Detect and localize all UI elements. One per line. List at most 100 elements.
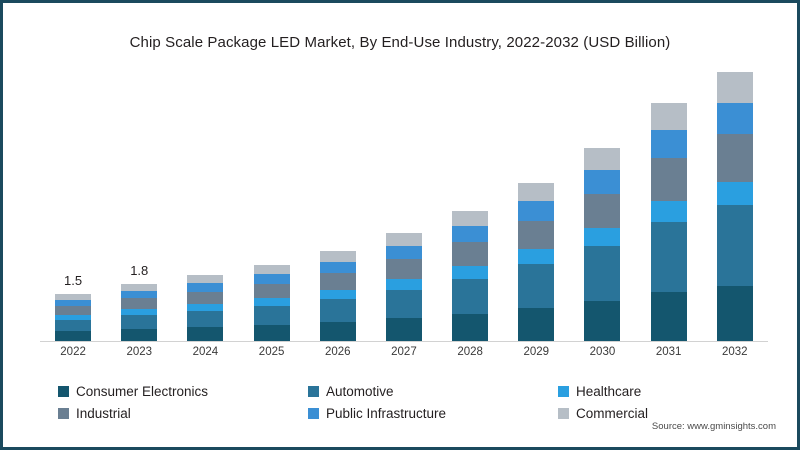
x-axis-tick-2032: 2032 <box>722 346 748 358</box>
bar-segment[interactable] <box>584 170 621 194</box>
bar-segment[interactable] <box>121 298 158 309</box>
bar-segment[interactable] <box>650 200 687 223</box>
bar-column[interactable] <box>239 72 305 342</box>
bar-segment[interactable] <box>584 147 621 171</box>
bar-segment[interactable] <box>716 102 753 135</box>
stacked-bar[interactable] <box>121 284 158 342</box>
bar-segment[interactable] <box>716 181 753 206</box>
bar-column[interactable] <box>503 72 569 342</box>
stacked-bar[interactable] <box>253 264 290 342</box>
bar-segment[interactable] <box>650 130 687 159</box>
bar-segment[interactable] <box>253 324 290 342</box>
bar-segment[interactable] <box>716 205 753 287</box>
bar-segment[interactable] <box>121 315 158 330</box>
bar-segment[interactable] <box>518 307 555 342</box>
x-axis-tick-2027: 2027 <box>391 346 417 358</box>
legend-item[interactable]: Public Infrastructure <box>308 406 558 421</box>
bar-column[interactable] <box>371 72 437 342</box>
stacked-bar[interactable] <box>319 250 356 342</box>
bar-segment[interactable] <box>253 264 290 274</box>
bar-segment[interactable] <box>55 331 92 342</box>
bar-segment[interactable] <box>55 305 92 315</box>
bar-segment[interactable] <box>452 278 489 314</box>
bar-column[interactable] <box>172 72 238 342</box>
stacked-bar[interactable] <box>584 147 621 342</box>
bar-segment[interactable] <box>55 319 92 332</box>
stacked-bar[interactable] <box>452 210 489 342</box>
bar-segment[interactable] <box>121 284 158 291</box>
bar-segment[interactable] <box>121 290 158 299</box>
legend-item[interactable]: Automotive <box>308 384 558 399</box>
bar-segment[interactable] <box>121 329 158 342</box>
legend-item[interactable]: Consumer Electronics <box>58 384 308 399</box>
bar-segment[interactable] <box>385 279 422 290</box>
bar-segment[interactable] <box>319 272 356 290</box>
bar-segment[interactable] <box>55 293 92 300</box>
bar-column[interactable] <box>702 72 768 342</box>
bar-column[interactable] <box>569 72 635 342</box>
bar-segment[interactable] <box>319 289 356 299</box>
bar-segment[interactable] <box>650 102 687 131</box>
bar-segment[interactable] <box>584 300 621 342</box>
bar-segment[interactable] <box>55 314 92 320</box>
bar-segment[interactable] <box>452 265 489 279</box>
bar-segment[interactable] <box>187 291 224 304</box>
bar-segment[interactable] <box>452 226 489 243</box>
bar-segment[interactable] <box>584 193 621 229</box>
legend-item[interactable]: Industrial <box>58 406 308 421</box>
bar-segment[interactable] <box>121 308 158 316</box>
stacked-bar[interactable] <box>518 182 555 342</box>
bar-segment[interactable] <box>253 297 290 306</box>
bar-segment[interactable] <box>518 201 555 221</box>
stacked-bar[interactable] <box>716 72 753 342</box>
bar-column[interactable]: 1.5 <box>40 72 106 342</box>
bar-value-label: 1.8 <box>130 263 149 279</box>
bar-segment[interactable] <box>518 220 555 250</box>
x-axis-tick-2029: 2029 <box>523 346 550 358</box>
bar-segment[interactable] <box>518 264 555 308</box>
bar-segment[interactable] <box>319 298 356 323</box>
bar-column[interactable] <box>437 72 503 342</box>
bar-segment[interactable] <box>518 182 555 202</box>
bar-segment[interactable] <box>385 289 422 319</box>
bar-segment[interactable] <box>385 232 422 246</box>
bar-column[interactable] <box>636 72 702 342</box>
bar-segment[interactable] <box>187 283 224 292</box>
bar-segment[interactable] <box>716 72 753 103</box>
bar-column[interactable]: 1.8 <box>106 72 172 342</box>
bar-segment[interactable] <box>385 259 422 280</box>
bar-segment[interactable] <box>452 313 489 342</box>
bar-segment[interactable] <box>584 246 621 301</box>
legend-item[interactable]: Healthcare <box>558 384 718 399</box>
bar-segment[interactable] <box>187 303 224 311</box>
bar-segment[interactable] <box>584 228 621 247</box>
x-axis-tick-2028: 2028 <box>457 346 483 358</box>
bar-segment[interactable] <box>187 310 224 328</box>
bar-segment[interactable] <box>650 158 687 201</box>
bar-segment[interactable] <box>187 275 224 284</box>
bar-segment[interactable] <box>187 327 224 342</box>
bar-segment[interactable] <box>319 322 356 342</box>
legend-swatch-icon <box>558 385 569 397</box>
stacked-bar[interactable] <box>187 275 224 342</box>
bar-segment[interactable] <box>452 242 489 266</box>
bar-column[interactable] <box>305 72 371 342</box>
bar-segment[interactable] <box>650 222 687 292</box>
legend-item[interactable]: Commercial <box>558 406 718 421</box>
bar-segment[interactable] <box>385 245 422 260</box>
bar-segment[interactable] <box>253 283 290 298</box>
stacked-bar[interactable] <box>385 232 422 342</box>
bar-segment[interactable] <box>253 305 290 325</box>
bar-segment[interactable] <box>55 299 92 306</box>
bar-segment[interactable] <box>518 249 555 265</box>
bar-segment[interactable] <box>452 210 489 226</box>
bar-segment[interactable] <box>385 318 422 342</box>
bar-segment[interactable] <box>319 261 356 273</box>
bar-segment[interactable] <box>650 291 687 342</box>
bar-segment[interactable] <box>716 134 753 182</box>
bar-segment[interactable] <box>716 286 753 342</box>
stacked-bar[interactable] <box>55 293 92 342</box>
bar-segment[interactable] <box>253 273 290 284</box>
bar-segment[interactable] <box>319 250 356 262</box>
stacked-bar[interactable] <box>650 102 687 342</box>
